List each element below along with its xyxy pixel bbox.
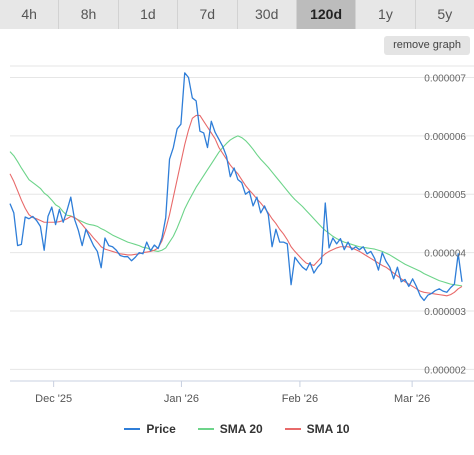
legend-swatch-price [124,428,141,430]
series-line-price [9,72,463,302]
y-tick-label-4: 0.000006 [424,132,466,143]
y-axis-labels: 0.000002 0.000003 0.000004 0.000005 0.000006… [424,74,466,377]
tab-5y[interactable]: 5y [415,0,474,29]
x-tick-label-1: Jan '26 [164,393,199,405]
x-axis-labels: Dec '25 Jan '26 Feb '26 Mar '26 [35,381,430,405]
chart-legend: Price SMA 20 SMA 10 [0,420,474,438]
tab-1d[interactable]: 1d [118,0,179,29]
tab-30d[interactable]: 30d [237,0,297,29]
legend-swatch-sma20 [197,428,214,430]
y-tick-label-2: 0.000004 [424,249,466,260]
legend-item-price[interactable]: Price [124,420,176,438]
legend-item-sma10[interactable]: SMA 10 [284,420,350,438]
tab-8h[interactable]: 8h [59,0,119,29]
timeframe-tabs: 4h 8h 1d 7d 30d 120d 1y 5y [0,0,474,30]
tab-7d[interactable]: 7d [178,0,238,29]
y-tick-label-0: 0.000002 [424,365,466,376]
series-line-sma10 [9,114,463,297]
tab-120d[interactable]: 120d [296,0,357,29]
tab-1y[interactable]: 1y [356,0,416,29]
x-tick-label-0: Dec '25 [35,393,72,405]
tab-4h[interactable]: 4h [0,0,60,29]
legend-swatch-sma10 [284,428,301,430]
legend-item-sma20[interactable]: SMA 20 [197,420,263,438]
remove-graph-button[interactable]: remove graph [384,36,470,55]
y-tick-label-1: 0.000003 [424,307,466,318]
y-tick-label-3: 0.000005 [424,190,466,201]
y-tick-label-5: 0.000007 [424,74,466,85]
x-tick-label-2: Feb '26 [282,393,318,405]
x-tick-label-3: Mar '26 [394,393,430,405]
price-chart: 0.000002 0.000003 0.000004 0.000005 0.000006… [9,65,474,405]
legend-label-sma10: SMA 10 [306,422,350,436]
series-lines [9,72,463,302]
grid-lines [10,65,474,370]
legend-label-sma20: SMA 20 [219,422,263,436]
series-line-sma20 [9,135,463,287]
legend-label-price: Price [146,422,176,436]
